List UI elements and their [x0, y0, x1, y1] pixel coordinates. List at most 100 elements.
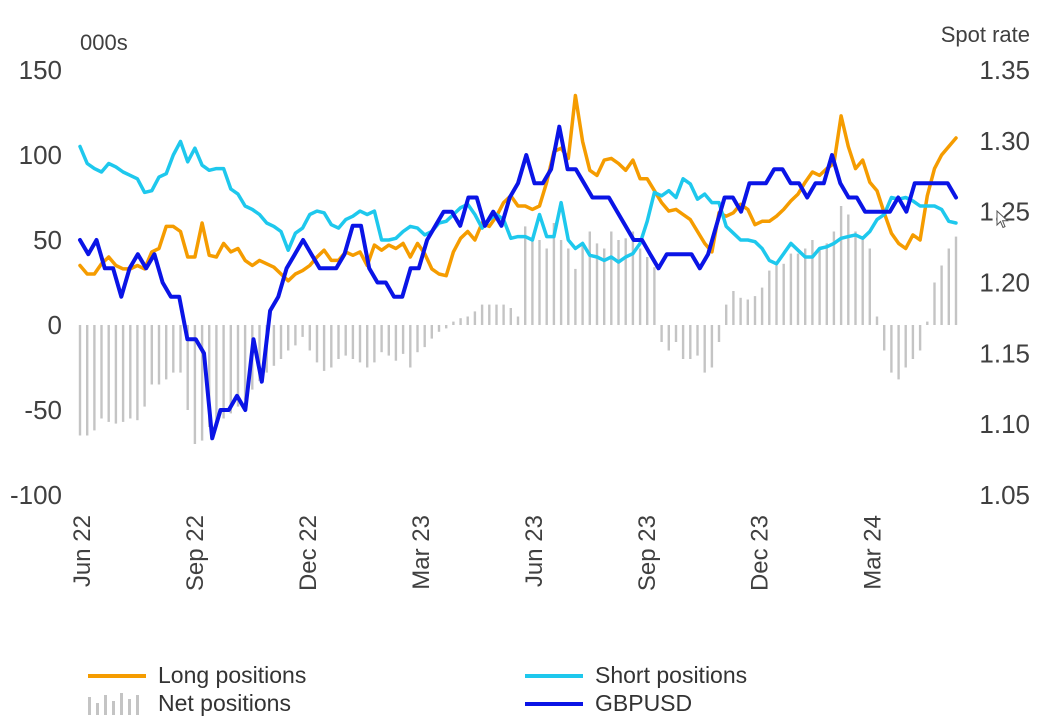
- net-position-bar: [732, 291, 735, 325]
- net-position-bar: [804, 248, 807, 325]
- x-tick-label: Sep 23: [634, 515, 661, 591]
- net-position-bar: [660, 325, 663, 342]
- net-position-bar: [409, 325, 412, 368]
- net-position-bar: [416, 325, 419, 353]
- net-position-bar: [301, 325, 304, 337]
- net-position-bar: [172, 325, 175, 373]
- net-position-bar: [825, 243, 828, 325]
- legend-item-short: Short positions: [525, 662, 747, 689]
- net-position-bar: [617, 240, 620, 325]
- net-position-bar: [165, 325, 168, 380]
- net-position-bar: [875, 316, 879, 325]
- series-line-short-positions: [78, 139, 958, 266]
- net-position-bar: [488, 304, 491, 325]
- net-position-bar: [401, 325, 405, 354]
- left-tick-label: 0: [48, 310, 62, 340]
- right-tick-label: 1.25: [979, 197, 1030, 227]
- net-position-bar: [208, 325, 211, 427]
- net-position-bar: [193, 325, 197, 444]
- net-position-bar: [789, 253, 793, 325]
- net-position-bar: [229, 325, 232, 414]
- net-position-bar: [78, 325, 82, 436]
- net-position-bar: [200, 325, 204, 441]
- net-position-bar: [681, 325, 685, 359]
- net-position-bar: [653, 267, 656, 325]
- net-position-bar: [358, 325, 362, 363]
- legend-label-short: Short positions: [595, 662, 748, 688]
- net-position-bar: [502, 304, 505, 325]
- left-tick-label: -100: [10, 480, 62, 510]
- net-position-bar: [717, 325, 721, 342]
- net-position-bar: [926, 321, 929, 325]
- net-position-bar: [940, 265, 943, 325]
- x-tick-label: Mar 23: [408, 515, 435, 590]
- net-position-bar: [538, 240, 541, 325]
- series-line-gbpusd: [78, 124, 958, 441]
- short-positions-swatch: [525, 673, 583, 678]
- net-position-bar: [883, 325, 886, 351]
- net-position-bar: [129, 325, 132, 419]
- net-position-bar: [847, 214, 850, 325]
- right-axis-ticks: 1.35 1.30 1.25 1.20 1.15 1.10 1.05: [979, 55, 1030, 510]
- net-position-bar: [322, 325, 326, 371]
- legend-item-net: Net positions: [88, 690, 291, 717]
- net-position-bar: [136, 325, 139, 421]
- legend-label-long: Long positions: [158, 662, 307, 688]
- net-position-bar: [574, 268, 577, 325]
- right-tick-label: 1.05: [979, 480, 1030, 510]
- net-positions-swatch: [88, 692, 146, 715]
- net-position-bar: [890, 325, 893, 373]
- x-tick-label: Jun 23: [521, 515, 548, 587]
- legend-item-gbpusd: GBPUSD: [525, 690, 692, 717]
- net-position-bar: [674, 325, 678, 342]
- net-position-bar: [179, 325, 182, 373]
- net-position-bar: [337, 325, 340, 359]
- net-position-bar: [100, 325, 103, 419]
- left-axis-ticks: 150 100 50 0 -50 -100: [10, 55, 62, 510]
- net-position-bar: [423, 325, 426, 348]
- x-tick-label: Jun 22: [69, 515, 96, 587]
- long-positions-swatch: [88, 673, 146, 678]
- left-tick-label: -50: [24, 395, 62, 425]
- left-axis-unit-label: 000s: [80, 30, 128, 55]
- right-tick-label: 1.30: [979, 126, 1030, 156]
- net-position-bar: [258, 325, 261, 382]
- series-lines: [78, 93, 958, 441]
- net-position-bar: [588, 231, 591, 325]
- net-position-bar: [710, 325, 714, 368]
- left-tick-label: 150: [19, 55, 62, 85]
- mouse-cursor-icon: [996, 210, 1009, 229]
- net-position-bar: [445, 325, 448, 329]
- net-position-bar: [459, 318, 462, 325]
- x-tick-label: Mar 24: [860, 515, 887, 590]
- net-position-bar: [107, 325, 110, 422]
- x-tick-label: Sep 22: [182, 515, 209, 591]
- net-position-bar: [689, 325, 692, 359]
- net-position-bar: [495, 304, 498, 325]
- net-position-bar: [897, 325, 900, 380]
- net-position-bar: [861, 240, 864, 325]
- net-position-bar: [552, 223, 556, 325]
- net-position-bar: [638, 248, 642, 325]
- net-position-bar: [768, 270, 771, 325]
- net-position-bar: [473, 311, 477, 325]
- net-position-bar: [696, 325, 699, 356]
- net-position-bar: [114, 325, 118, 424]
- net-position-bar: [775, 265, 778, 325]
- net-position-bar: [394, 325, 398, 361]
- net-position-bar: [243, 325, 247, 400]
- net-position-bar: [904, 325, 907, 368]
- net-position-bar: [911, 325, 915, 359]
- net-position-bar: [646, 257, 649, 325]
- net-position-bar: [567, 248, 570, 325]
- net-position-bar: [509, 308, 512, 325]
- net-position-bar: [150, 325, 153, 385]
- net-position-bar: [351, 325, 355, 359]
- net-position-bar: [839, 206, 843, 325]
- x-tick-label: Dec 23: [747, 515, 774, 591]
- right-tick-label: 1.15: [979, 338, 1030, 368]
- net-position-bar: [315, 325, 319, 363]
- net-position-bar: [524, 226, 527, 325]
- net-position-bar: [186, 325, 189, 410]
- net-position-bar: [330, 325, 333, 368]
